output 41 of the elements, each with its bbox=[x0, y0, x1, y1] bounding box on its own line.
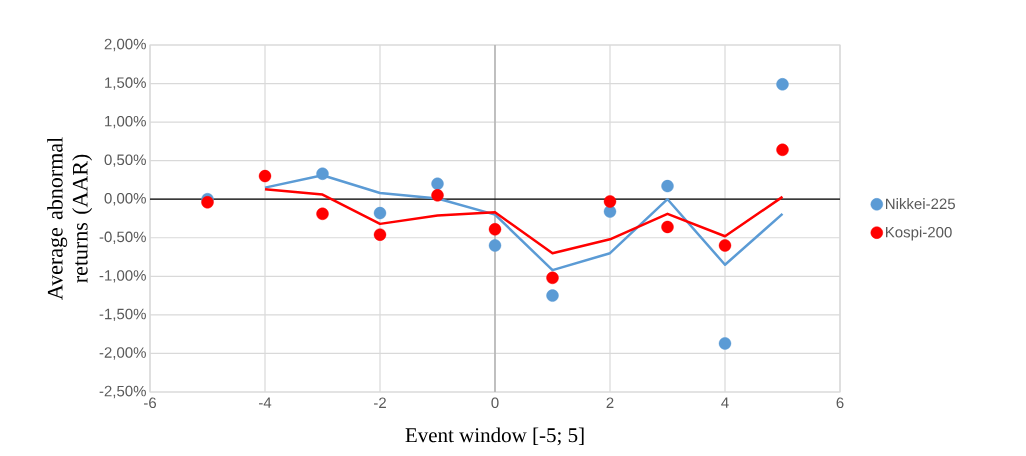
x-tick-label: 0 bbox=[491, 397, 499, 409]
point bbox=[603, 195, 617, 208]
point bbox=[431, 177, 444, 190]
point bbox=[488, 239, 502, 252]
point bbox=[546, 289, 559, 302]
x-tick-label: 2 bbox=[606, 397, 614, 408]
point bbox=[603, 205, 617, 218]
point bbox=[431, 189, 444, 202]
y-tick-label: -1,50% bbox=[99, 308, 146, 322]
x-tick-label: 6 bbox=[836, 397, 844, 409]
point bbox=[661, 220, 674, 234]
y-tick-label: -2,50% bbox=[99, 385, 146, 399]
point bbox=[373, 228, 387, 241]
y-tick-label: 1,00% bbox=[105, 115, 146, 129]
legend-label: Nikkei-225 bbox=[886, 198, 955, 210]
x-tick-label: -6 bbox=[144, 397, 157, 409]
point bbox=[258, 169, 272, 183]
point bbox=[488, 223, 502, 236]
point bbox=[718, 337, 732, 350]
y-tick-label: 2,00% bbox=[104, 38, 146, 52]
y-tick-label: -0,50% bbox=[99, 231, 146, 244]
point bbox=[316, 167, 329, 180]
x-tick-label: -4 bbox=[259, 397, 272, 408]
legend-label: Kospi-200 bbox=[886, 226, 952, 241]
point bbox=[546, 271, 559, 285]
y-tick-label: 0,00% bbox=[104, 193, 146, 206]
x-tick-label: -2 bbox=[374, 397, 386, 408]
point bbox=[776, 143, 789, 157]
point bbox=[776, 78, 789, 91]
x-tick-label: 4 bbox=[721, 397, 729, 408]
point bbox=[661, 179, 674, 193]
point bbox=[316, 207, 329, 221]
point bbox=[718, 239, 732, 252]
point bbox=[373, 206, 387, 220]
y-tick-label: -2,00% bbox=[99, 347, 146, 360]
y-tick-label: -1,00% bbox=[99, 270, 146, 283]
y-tick-label: 0,50% bbox=[104, 154, 146, 167]
y-tick-label: 1,50% bbox=[105, 77, 146, 90]
line-series bbox=[263, 187, 784, 255]
x-axis-title: Event window [-5; 5] bbox=[405, 427, 584, 446]
y-axis-title: Average abnormal returns (AAR) bbox=[47, 137, 93, 300]
